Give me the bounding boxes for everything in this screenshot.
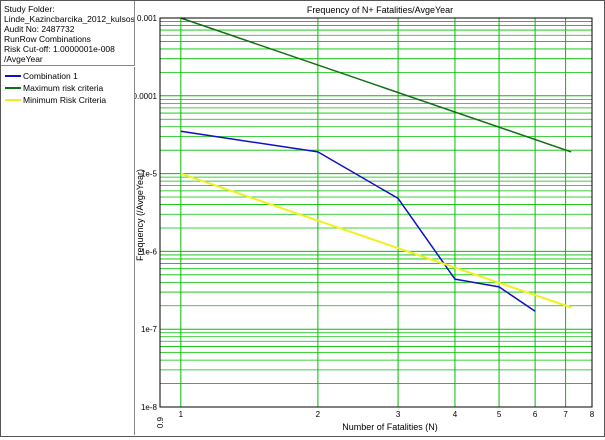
x-tick-label: 8 xyxy=(590,410,595,419)
runrow-label: RunRow Combinations xyxy=(4,34,91,44)
y-axis-label: Frequency (/AvgeYear) xyxy=(135,169,145,261)
risk-cutoff: Risk Cut-off: 1.0000001e-008 xyxy=(4,44,115,54)
study-info-panel: Study Folder: Linde_Kazincbarcika_2012_k… xyxy=(1,1,135,66)
audit-number: Audit No: 2487732 xyxy=(4,24,75,34)
x-tick-label: 3 xyxy=(396,410,401,419)
x-tick-label: 7 xyxy=(563,410,568,419)
series-line-1 xyxy=(180,130,536,312)
legend-label-minimum-risk: Minimum Risk Criteria xyxy=(23,95,107,105)
chart-area: Frequency of N+ Fatalities/AvgeYear Numb… xyxy=(133,1,603,435)
legend-label-maximum-risk: Maximum risk criteria xyxy=(23,83,104,93)
fn-curve-chart: Frequency of N+ Fatalities/AvgeYear Numb… xyxy=(133,5,595,432)
series-layer xyxy=(180,17,572,312)
chart-title: Frequency of N+ Fatalities/AvgeYear xyxy=(307,5,453,15)
legend-swatch-combination-1 xyxy=(5,75,21,77)
y-tick-label: 1e-5 xyxy=(141,170,158,179)
plot-border xyxy=(159,17,593,408)
tick-label-layer: 1e-8 1e-7 1e-6 1e-5 0.0001 0.001 0.9 1 2 3 4 5 6 7 8 xyxy=(133,14,595,428)
y-tick-label: 1e-8 xyxy=(141,403,158,412)
legend-swatch-maximum-risk xyxy=(5,87,21,89)
series-line-3 xyxy=(180,172,572,309)
x-tick-label: 5 xyxy=(497,410,502,419)
y-tick-label: 1e-6 xyxy=(141,247,158,256)
x-tick-label: 0.9 xyxy=(156,416,165,428)
risk-cutoff-unit: /AvgeYear xyxy=(4,54,43,64)
y-tick-label: 0.001 xyxy=(137,14,158,23)
legend-item-combination-1: Combination 1 xyxy=(1,70,134,82)
x-tick-label: 2 xyxy=(316,410,321,419)
x-tick-label: 6 xyxy=(533,410,538,419)
y-tick-label: 0.0001 xyxy=(135,92,158,101)
series-line-2 xyxy=(180,17,572,153)
x-tick-label: 1 xyxy=(179,410,184,419)
study-folder-label: Study Folder: xyxy=(4,4,55,14)
legend: Combination 1 Maximum risk criteria Mini… xyxy=(1,67,135,435)
x-tick-label: 4 xyxy=(453,410,458,419)
legend-swatch-minimum-risk xyxy=(5,99,21,101)
legend-label-combination-1: Combination 1 xyxy=(23,71,78,81)
x-axis-label: Number of Fatalities (N) xyxy=(342,422,438,432)
legend-item-minimum-risk: Minimum Risk Criteria xyxy=(1,94,134,106)
study-folder-name: Linde_Kazincbarcika_2012_kulsos xyxy=(4,14,134,24)
y-tick-label: 1e-7 xyxy=(141,325,158,334)
legend-item-maximum-risk: Maximum risk criteria xyxy=(1,82,134,94)
grid-layer xyxy=(160,18,592,408)
